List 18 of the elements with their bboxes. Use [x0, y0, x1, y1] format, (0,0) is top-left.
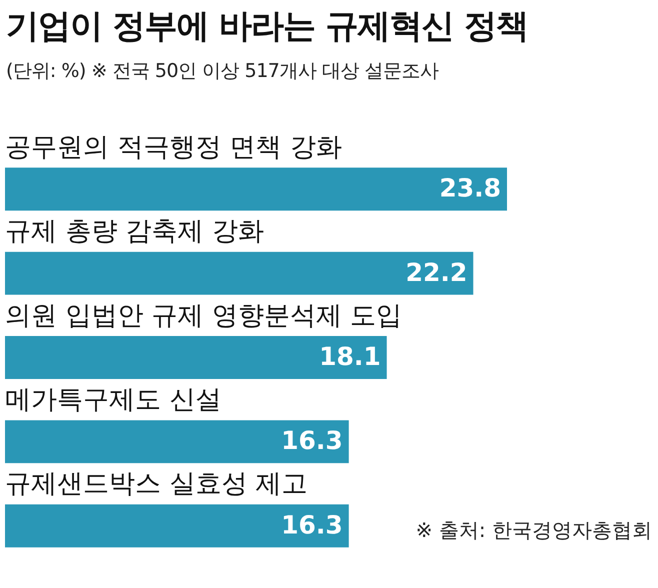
bar [5, 252, 474, 295]
bar [5, 420, 349, 464]
y-tick-label: 규제샌드박스 실효성 제고 [5, 469, 308, 500]
data-label: 16.3 [281, 510, 343, 540]
data-label: 22.2 [406, 258, 468, 287]
y-tick-label: 의원 입법안 규제 영향분석제 도입 [5, 300, 402, 331]
data-label: 16.3 [281, 426, 343, 456]
bar [5, 336, 387, 379]
annotation: ※ 출처: 한국경영자총협회 [416, 518, 652, 542]
chart-title: 기업이 정부에 바라는 규제혁신 정책 [6, 5, 528, 47]
chart-subtitle: (단위: %) ※ 전국 50인 이상 517개사 대상 설문조사 [6, 59, 438, 84]
y-tick-label: 메가특구제도 신설 [5, 384, 222, 415]
data-label: 23.8 [439, 174, 501, 203]
y-tick-label: 공무원의 적극행정 면책 강화 [5, 132, 342, 162]
bar [5, 504, 349, 548]
bar [5, 168, 507, 211]
y-tick-label: 규제 총량 감축제 강화 [5, 216, 264, 247]
data-label: 18.1 [319, 342, 381, 371]
